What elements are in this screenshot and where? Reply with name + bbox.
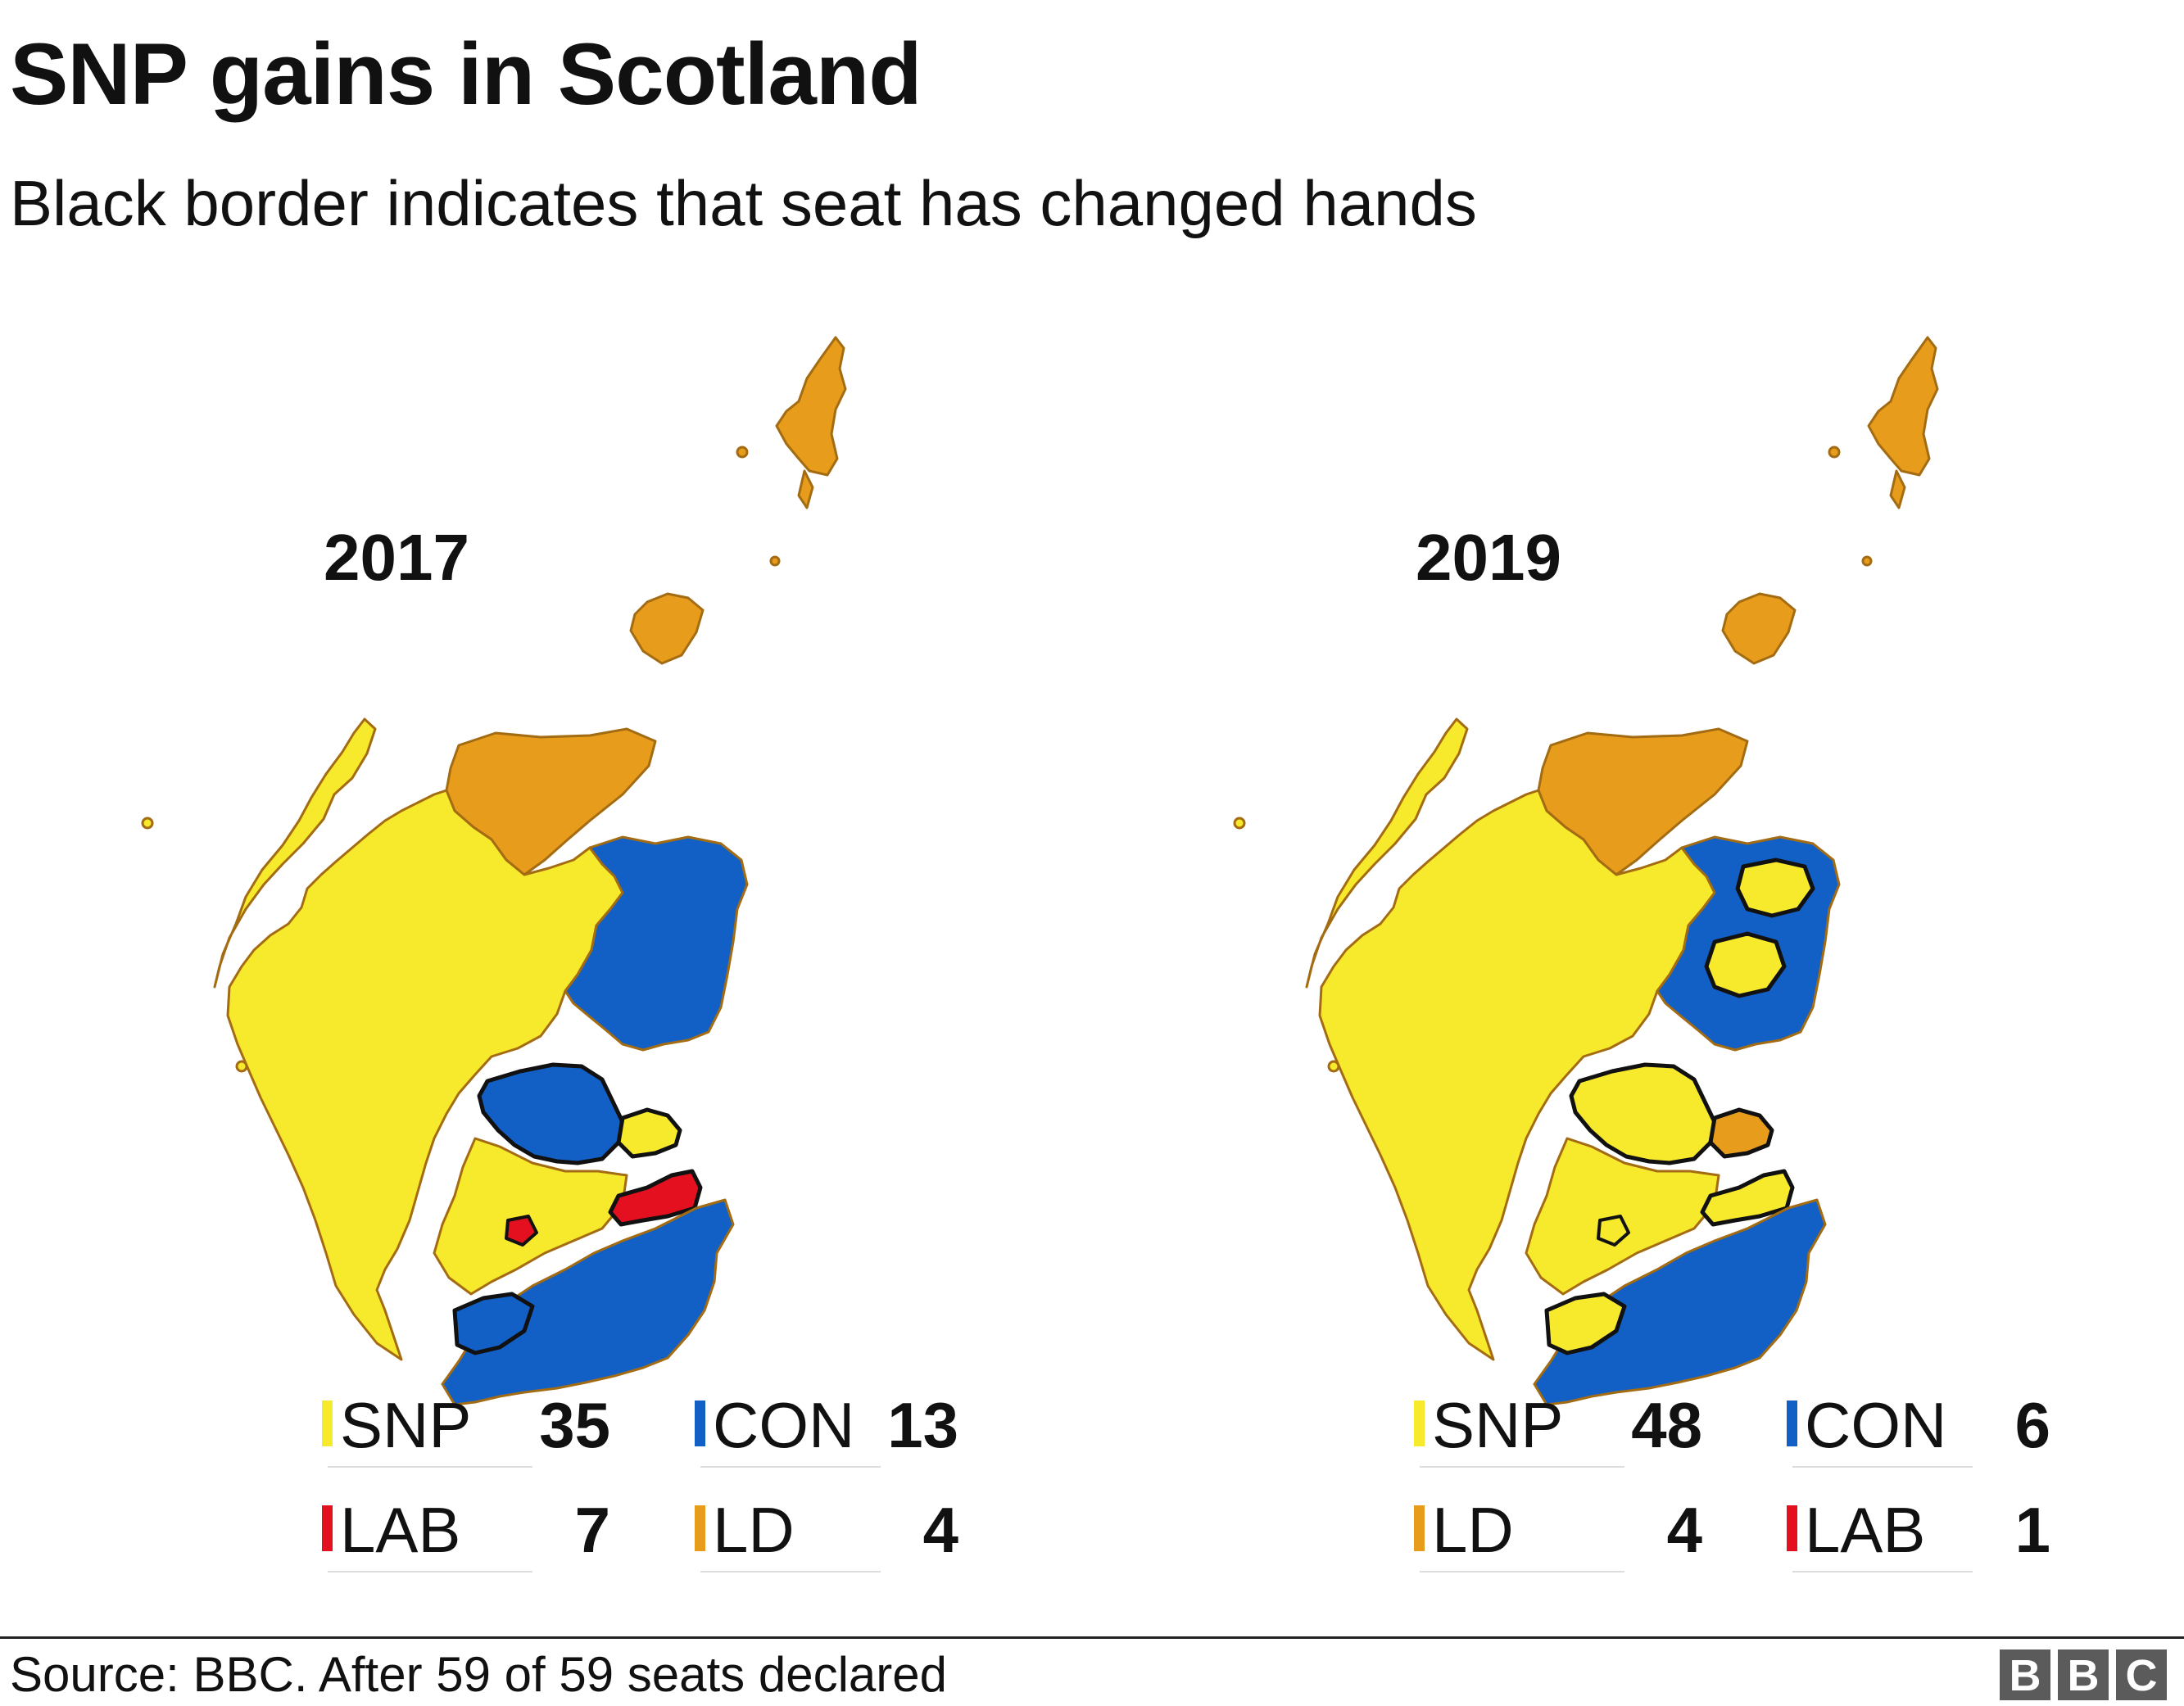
legend-divider: [328, 1571, 532, 1573]
region-south: [441, 1198, 735, 1406]
party-swatch: [1787, 1401, 1797, 1446]
logo-letter: C: [2116, 1649, 2167, 1700]
map-year-label: 2019: [1416, 521, 1561, 594]
region-shetland: [775, 336, 847, 477]
region-orkney: [1721, 592, 1797, 665]
seat-count: 13: [887, 1389, 958, 1461]
seat-count: 4: [922, 1494, 958, 1566]
map-panel-2019: 2019 SNP 48 CON 6 LD 4 LAB 1: [1092, 319, 2141, 1589]
party-swatch: [695, 1401, 705, 1446]
page-subtitle: Black border indicates that seat has cha…: [10, 167, 1477, 239]
party-swatch: [695, 1505, 705, 1551]
region-perth: [477, 1062, 625, 1165]
legend-item: LD 4: [1407, 1489, 1702, 1579]
legend-divider: [328, 1466, 532, 1468]
region-ayrshire: [1544, 1292, 1627, 1355]
legend-item: SNP 48: [1407, 1384, 1702, 1474]
legend-divider: [1420, 1571, 1624, 1573]
legend-divider: [1792, 1466, 1973, 1468]
seat-count: 35: [539, 1389, 610, 1461]
map-panel-2017: 2017 SNP 35 CON 13 LAB 7 LD 4: [0, 319, 1049, 1589]
region-shetland-isle: [797, 469, 814, 509]
party-swatch: [322, 1505, 333, 1551]
seat-count: 48: [1631, 1389, 1702, 1461]
source-note: Source: BBC. After 59 of 59 seats declar…: [10, 1647, 947, 1702]
region-west-aberdeenshire: [1704, 931, 1787, 998]
party-swatch: [322, 1401, 333, 1446]
scotland-map-2017: [141, 336, 847, 1406]
seat-legend-2019: SNP 48 CON 6 LD 4 LAB 1: [1407, 1384, 2063, 1573]
party-label: LD: [1432, 1494, 1514, 1566]
legend-divider: [1420, 1466, 1624, 1468]
legend-divider: [1792, 1571, 1973, 1573]
scotland-map-2019: [1233, 336, 1939, 1406]
page-title: SNP gains in Scotland: [10, 25, 922, 123]
region-north-east-fife: [1708, 1107, 1774, 1159]
seat-count: 4: [1666, 1494, 1702, 1566]
party-label: LAB: [1805, 1494, 1926, 1566]
region-shetland-isle: [1889, 469, 1906, 509]
region-western-isles: [1305, 717, 1469, 989]
logo-letter: B: [2000, 1649, 2050, 1700]
party-label: SNP: [1432, 1389, 1564, 1461]
legend-item: SNP 35: [315, 1384, 610, 1474]
region-glasgow-lab: [505, 1215, 538, 1247]
map-year-label: 2017: [324, 521, 469, 594]
region-western-isles: [213, 717, 377, 989]
party-label: CON: [713, 1389, 855, 1461]
party-label: CON: [1805, 1389, 1947, 1461]
legend-item: CON 6: [1780, 1384, 2050, 1474]
party-swatch: [1414, 1401, 1425, 1446]
seat-count: 1: [2014, 1494, 2050, 1566]
party-label: SNP: [340, 1389, 472, 1461]
region-perth: [1569, 1062, 1717, 1165]
seat-count: 6: [2014, 1389, 2050, 1461]
logo-letter: B: [2058, 1649, 2109, 1700]
legend-item: LAB 7: [315, 1489, 610, 1579]
legend-item: LAB 1: [1780, 1489, 2050, 1579]
region-glasgow-lab: [1597, 1215, 1630, 1247]
region-south: [1533, 1198, 1827, 1406]
party-label: LD: [713, 1494, 795, 1566]
footer-divider: [0, 1636, 2184, 1639]
region-central-belt: [1525, 1137, 1720, 1296]
region-dumfries: [452, 1292, 535, 1355]
legend-item: LD 4: [688, 1489, 958, 1579]
region-north-east: [564, 835, 749, 1052]
seat-legend-2017: SNP 35 CON 13 LAB 7 LD 4: [315, 1384, 971, 1573]
party-swatch: [1787, 1505, 1797, 1551]
region-central-belt: [433, 1137, 628, 1296]
legend-item: CON 13: [688, 1384, 958, 1474]
party-label: LAB: [340, 1494, 461, 1566]
region-shetland: [1867, 336, 1939, 477]
legend-divider: [700, 1571, 881, 1573]
seat-count: 7: [574, 1494, 610, 1566]
party-swatch: [1414, 1505, 1425, 1551]
region-gordon: [1735, 858, 1815, 918]
legend-divider: [700, 1466, 881, 1468]
region-fife: [616, 1107, 682, 1159]
region-orkney: [629, 592, 705, 665]
